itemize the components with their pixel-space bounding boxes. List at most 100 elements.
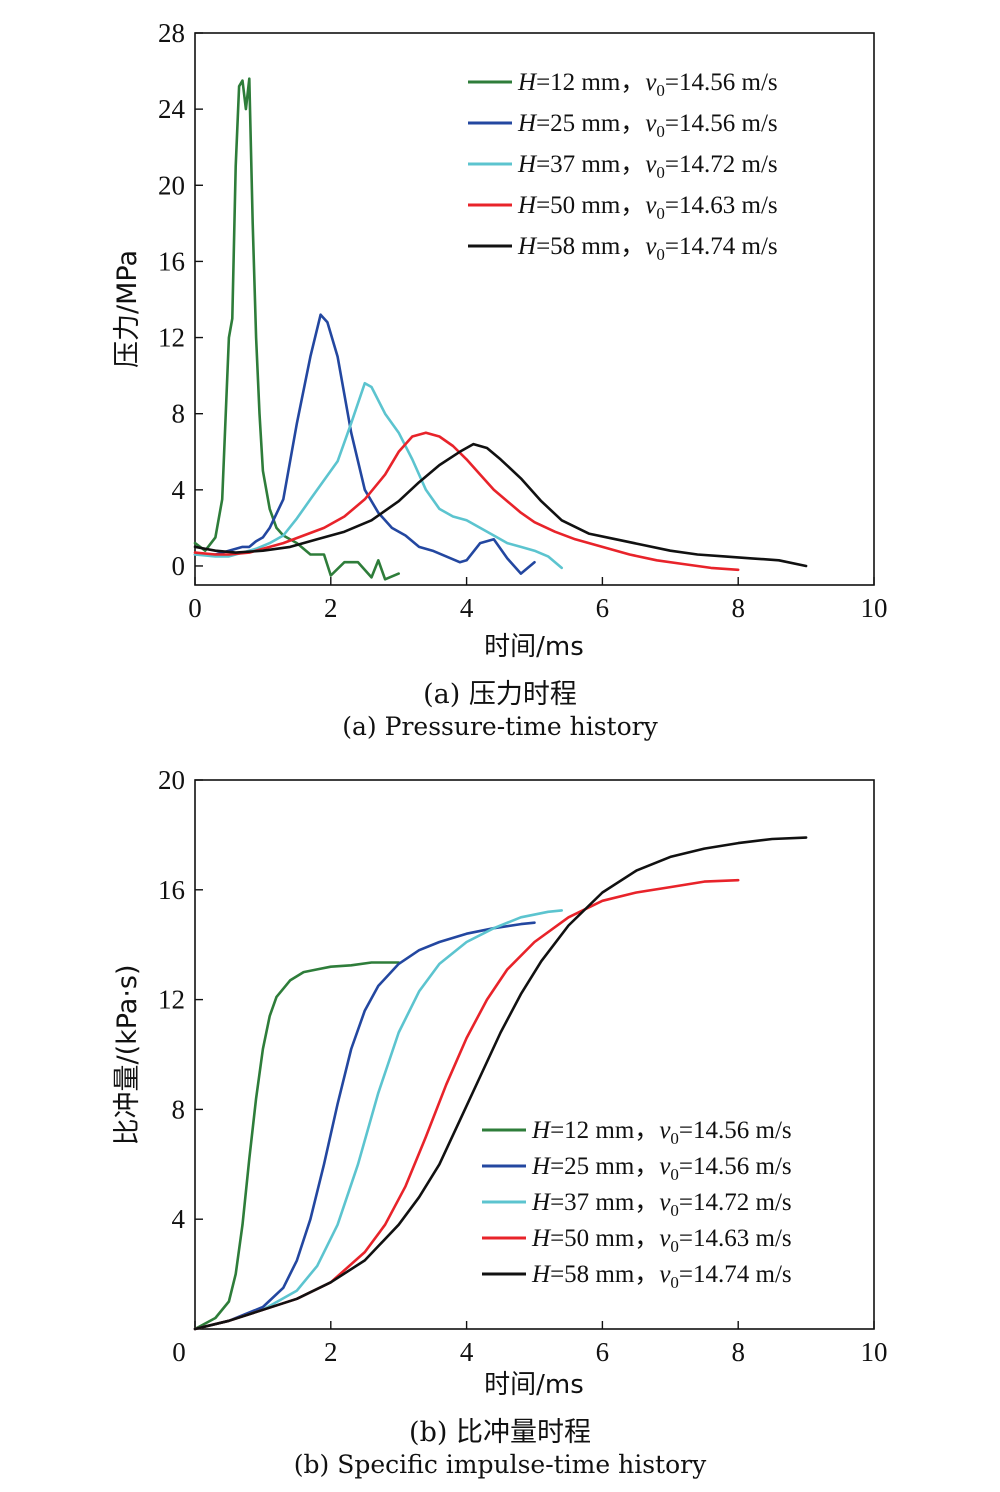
impulse-caption-en: (b) Specific impulse-time history: [293, 1450, 707, 1479]
impulse-ticks: 0 2 4 6 8 10 4 8 12 16 20: [158, 765, 888, 1367]
legend-mid: =58 mm，: [550, 1261, 659, 1288]
legend-sub: 0: [670, 1201, 679, 1220]
legend-mid: =50 mm，: [550, 1225, 659, 1252]
legend-v: v: [659, 1225, 671, 1252]
series-line: [193, 909, 564, 1331]
legend-v: v: [659, 1153, 671, 1180]
legend-entry: H=25 mm，v0=14.56 m/s: [517, 110, 778, 141]
legend-h: H: [517, 151, 538, 178]
legend-h: H: [517, 110, 538, 137]
series-line: [193, 431, 740, 572]
y-tick-label: 16: [158, 246, 185, 276]
legend-tail: =14.74 m/s: [665, 233, 778, 260]
legend-mid: =58 mm，: [536, 233, 645, 260]
legend-h: H: [531, 1117, 552, 1144]
x-tick-label: 8: [731, 1337, 745, 1367]
y-tick-label: 4: [172, 1204, 186, 1234]
y-tick-label: 8: [172, 399, 186, 429]
legend-entry: H=37 mm，v0=14.72 m/s: [517, 151, 778, 182]
impulse-legend: H=12 mm，v0=14.56 m/sH=25 mm，v0=14.56 m/s…: [482, 1117, 792, 1292]
y-tick-label: 12: [158, 323, 185, 353]
legend-sub: 0: [656, 245, 665, 264]
x-tick-label: 10: [861, 1337, 888, 1367]
legend-entry: H=12 mm，v0=14.56 m/s: [517, 69, 778, 100]
series-line: [193, 961, 401, 1331]
series-line: [193, 381, 564, 570]
legend-v: v: [645, 233, 657, 260]
x-tick-label: 0: [172, 1337, 186, 1367]
x-tick-label: 0: [188, 593, 202, 623]
legend-h: H: [531, 1189, 552, 1216]
impulse-caption-cn: (b) 比冲量时程: [409, 1417, 591, 1448]
legend-mid: =37 mm，: [536, 151, 645, 178]
y-tick-label: 24: [158, 94, 186, 124]
legend-h: H: [531, 1225, 552, 1252]
legend-v: v: [645, 151, 657, 178]
series-line: [193, 921, 536, 1331]
legend-h: H: [517, 69, 538, 96]
x-tick-label: 4: [460, 1337, 474, 1367]
legend-v: v: [659, 1117, 671, 1144]
legend-tail: =14.56 m/s: [679, 1153, 792, 1180]
impulse-y-axis-label: 比冲量/(kPa·s): [112, 964, 143, 1145]
legend-mid: =25 mm，: [536, 110, 645, 137]
legend-sub: 0: [670, 1237, 679, 1256]
legend-sub: 0: [656, 122, 665, 141]
legend-entry: H=25 mm，v0=14.56 m/s: [531, 1153, 792, 1184]
legend-mid: =12 mm，: [550, 1117, 659, 1144]
impulse-plot-frame: [194, 779, 875, 1330]
pressure-series: [193, 77, 808, 581]
legend-mid: =50 mm，: [536, 192, 645, 219]
y-tick-label: 28: [158, 18, 185, 48]
y-tick-label: 20: [158, 765, 185, 795]
series-line: [193, 442, 808, 568]
y-tick-label: 4: [172, 475, 186, 505]
legend-sub: 0: [670, 1129, 679, 1148]
legend-entry: H=58 mm，v0=14.74 m/s: [531, 1261, 792, 1292]
legend-tail: =14.72 m/s: [679, 1189, 792, 1216]
x-tick-label: 2: [324, 593, 338, 623]
legend-entry: H=37 mm，v0=14.72 m/s: [531, 1189, 792, 1220]
series-line: [193, 313, 536, 575]
impulse-x-axis-label: 时间/ms: [484, 1370, 584, 1400]
x-tick-label: 8: [731, 593, 745, 623]
legend-tail: =14.72 m/s: [665, 151, 778, 178]
legend-v: v: [645, 192, 657, 219]
x-tick-label: 2: [324, 1337, 338, 1367]
legend-entry: H=12 mm，v0=14.56 m/s: [531, 1117, 792, 1148]
legend-h: H: [531, 1153, 552, 1180]
legend-tail: =14.56 m/s: [665, 69, 778, 96]
x-tick-label: 6: [596, 1337, 610, 1367]
legend-v: v: [659, 1189, 671, 1216]
legend-sub: 0: [656, 81, 665, 100]
legend-sub: 0: [670, 1165, 679, 1184]
legend-v: v: [659, 1261, 671, 1288]
legend-v: v: [645, 69, 657, 96]
y-tick-label: 16: [158, 875, 185, 905]
y-tick-label: 0: [172, 551, 186, 581]
legend-tail: =14.74 m/s: [679, 1261, 792, 1288]
x-tick-label: 10: [861, 593, 888, 623]
pressure-legend: H=12 mm，v0=14.56 m/sH=25 mm，v0=14.56 m/s…: [468, 69, 778, 264]
y-tick-label: 12: [158, 985, 185, 1015]
legend-entry: H=50 mm，v0=14.63 m/s: [531, 1225, 792, 1256]
legend-sub: 0: [670, 1273, 679, 1292]
pressure-x-axis-label: 时间/ms: [484, 632, 584, 662]
legend-sub: 0: [656, 204, 665, 223]
pressure-y-axis-label: 压力/MPa: [112, 250, 143, 368]
legend-sub: 0: [656, 163, 665, 182]
pressure-caption-cn: (a) 压力时程: [423, 679, 577, 710]
legend-mid: =12 mm，: [536, 69, 645, 96]
legend-tail: =14.63 m/s: [679, 1225, 792, 1252]
series-line: [193, 77, 401, 581]
legend-entry: H=50 mm，v0=14.63 m/s: [517, 192, 778, 223]
series-line: [193, 836, 808, 1331]
legend-tail: =14.63 m/s: [665, 192, 778, 219]
legend-tail: =14.56 m/s: [679, 1117, 792, 1144]
y-tick-label: 8: [172, 1094, 186, 1124]
legend-mid: =25 mm，: [550, 1153, 659, 1180]
legend-tail: =14.56 m/s: [665, 110, 778, 137]
